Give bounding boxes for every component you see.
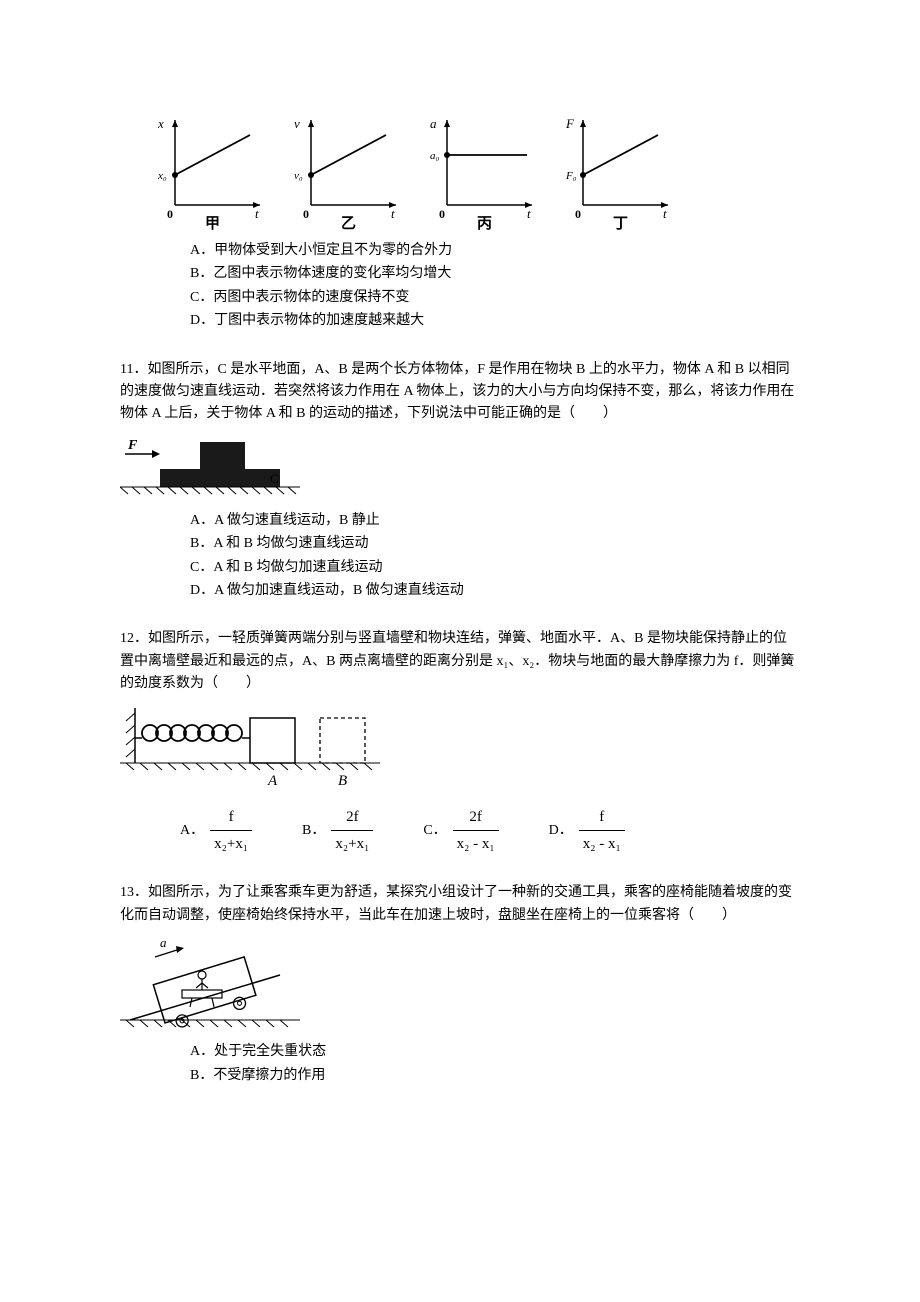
q10-opt-a: A．甲物体受到大小恒定且不为零的合外力 xyxy=(190,240,800,262)
opt-text: 丙图中表示物体的速度保持不变 xyxy=(213,290,409,305)
q13-opt-b: B．不受摩擦力的作用 xyxy=(190,1065,800,1087)
svg-text:0: 0 xyxy=(575,207,581,221)
graph-label: v xyxy=(294,116,300,131)
graph-point: x₀ xyxy=(157,170,167,182)
opt-letter: D． xyxy=(549,823,573,838)
svg-text:0: 0 xyxy=(439,207,445,221)
opt-text: A 和 B 均做匀加速直线运动 xyxy=(213,560,382,575)
frac-num: 2f xyxy=(453,805,499,831)
q-body: 如图所示，为了让乘客乘车更为舒适，某探究小组设计了一种新的交通工具，乘客的座椅能… xyxy=(120,885,792,922)
frac-num: f xyxy=(210,805,252,831)
opt-text: 丁图中表示物体的加速度越来越大 xyxy=(214,313,424,328)
frac-den: x₂ - x₁ xyxy=(579,831,625,856)
q12-options: A．fx₂+x₁ B．2fx₂+x₁ C．2fx₂ - x₁ D．fx₂ - x… xyxy=(180,805,800,856)
q13-figure: a xyxy=(120,935,800,1035)
opt-letter: C． xyxy=(423,823,446,838)
graph-point: v₀ xyxy=(294,170,303,182)
svg-text:0: 0 xyxy=(303,207,309,221)
opt-text: 处于完全失重状态 xyxy=(214,1044,326,1059)
q11-figure: F C xyxy=(120,434,800,504)
graph-xlabel: t xyxy=(255,206,259,221)
graph-ding: F F₀ 0 t 丁 xyxy=(558,110,678,230)
figure-a-label: a xyxy=(160,935,167,950)
graph-label: a xyxy=(430,116,437,131)
opt-text: A 做匀加速直线运动，B 做匀速直线运动 xyxy=(214,583,464,598)
q10-options: A．甲物体受到大小恒定且不为零的合外力 B．乙图中表示物体速度的变化率均匀增大 … xyxy=(190,240,800,333)
graph-xlabel: t xyxy=(527,206,531,221)
q12-figure: A B xyxy=(120,703,800,793)
q12-opt-c: C． 2fx₂ - x₁ xyxy=(423,805,498,856)
frac-den: x₂ - x₁ xyxy=(453,831,499,856)
graph-label: F xyxy=(565,116,575,131)
graph-caption: 丙 xyxy=(477,215,492,230)
opt-text: A 和 B 均做匀速直线运动 xyxy=(213,536,368,551)
q10-graphs: x x₀ 0 t 甲 v v₀ 0 t 乙 xyxy=(150,110,800,230)
q13-text: 13．如图所示，为了让乘客乘车更为舒适，某探究小组设计了一种新的交通工具，乘客的… xyxy=(120,882,800,927)
opt-text: A 做匀速直线运动，B 静止 xyxy=(214,513,380,528)
q11-text: 11．如图所示，C 是水平地面，A、B 是两个长方体物体，F 是作用在物块 B … xyxy=(120,359,800,426)
graph-caption: 乙 xyxy=(341,216,356,230)
q10-opt-b: B．乙图中表示物体速度的变化率均匀增大 xyxy=(190,263,800,285)
graph-xlabel: t xyxy=(663,206,667,221)
frac-den: x₂+x₁ xyxy=(210,831,252,856)
svg-text:0: 0 xyxy=(167,207,173,221)
opt-text: 不受摩擦力的作用 xyxy=(213,1068,325,1083)
figure-a-label: A xyxy=(267,773,278,789)
page-content: x x₀ 0 t 甲 v v₀ 0 t 乙 xyxy=(0,0,920,1302)
graph-caption: 丁 xyxy=(613,216,628,230)
q-num: 12． xyxy=(120,631,148,646)
graph-bing: a a₀ 0 t 丙 xyxy=(422,110,542,230)
frac-num: f xyxy=(579,805,625,831)
q10-opt-c: C．丙图中表示物体的速度保持不变 xyxy=(190,287,800,309)
q-num: 13． xyxy=(120,885,148,900)
q-body: 如图所示，C 是水平地面，A、B 是两个长方体物体，F 是作用在物块 B 上的水… xyxy=(120,362,794,422)
opt-text: 乙图中表示物体速度的变化率均匀增大 xyxy=(213,266,451,281)
q13-opt-a: A．处于完全失重状态 xyxy=(190,1041,800,1063)
q12-opt-d: D． fx₂ - x₁ xyxy=(549,805,625,856)
q13-options: A．处于完全失重状态 B．不受摩擦力的作用 xyxy=(190,1041,800,1087)
q11-opt-d: D．A 做匀加速直线运动，B 做匀速直线运动 xyxy=(190,580,800,602)
q12-opt-a: A． fx₂+x₁ xyxy=(180,805,252,856)
frac-num: 2f xyxy=(331,805,373,831)
opt-letter: B． xyxy=(302,823,325,838)
opt-letter: A． xyxy=(180,823,204,838)
graph-jia: x x₀ 0 t 甲 xyxy=(150,110,270,230)
q12-text: 12．如图所示，一轻质弹簧两端分别与竖直墙壁和物块连结，弹簧、地面水平．A、B … xyxy=(120,628,800,695)
figure-c-label: C xyxy=(270,471,279,486)
q12-opt-b: B． 2fx₂+x₁ xyxy=(302,805,373,856)
graph-point: a₀ xyxy=(430,150,440,162)
q11-opt-a: A．A 做匀速直线运动，B 静止 xyxy=(190,510,800,532)
opt-text: 甲物体受到大小恒定且不为零的合外力 xyxy=(214,243,452,258)
graph-yi: v v₀ 0 t 乙 xyxy=(286,110,406,230)
q-body: 如图所示，一轻质弹簧两端分别与竖直墙壁和物块连结，弹簧、地面水平．A、B 是物块… xyxy=(120,631,794,691)
graph-label: x xyxy=(157,116,164,131)
q11-opt-b: B．A 和 B 均做匀速直线运动 xyxy=(190,533,800,555)
q11-opt-c: C．A 和 B 均做匀加速直线运动 xyxy=(190,557,800,579)
graph-caption: 甲 xyxy=(205,215,220,230)
frac-den: x₂+x₁ xyxy=(331,831,373,856)
figure-b-label: B xyxy=(338,773,347,789)
q-num: 11． xyxy=(120,362,147,377)
q10-opt-d: D．丁图中表示物体的加速度越来越大 xyxy=(190,310,800,332)
figure-f-label: F xyxy=(127,438,138,453)
graph-point: F₀ xyxy=(565,170,577,182)
q11-options: A．A 做匀速直线运动，B 静止 B．A 和 B 均做匀速直线运动 C．A 和 … xyxy=(190,510,800,603)
graph-xlabel: t xyxy=(391,206,395,221)
